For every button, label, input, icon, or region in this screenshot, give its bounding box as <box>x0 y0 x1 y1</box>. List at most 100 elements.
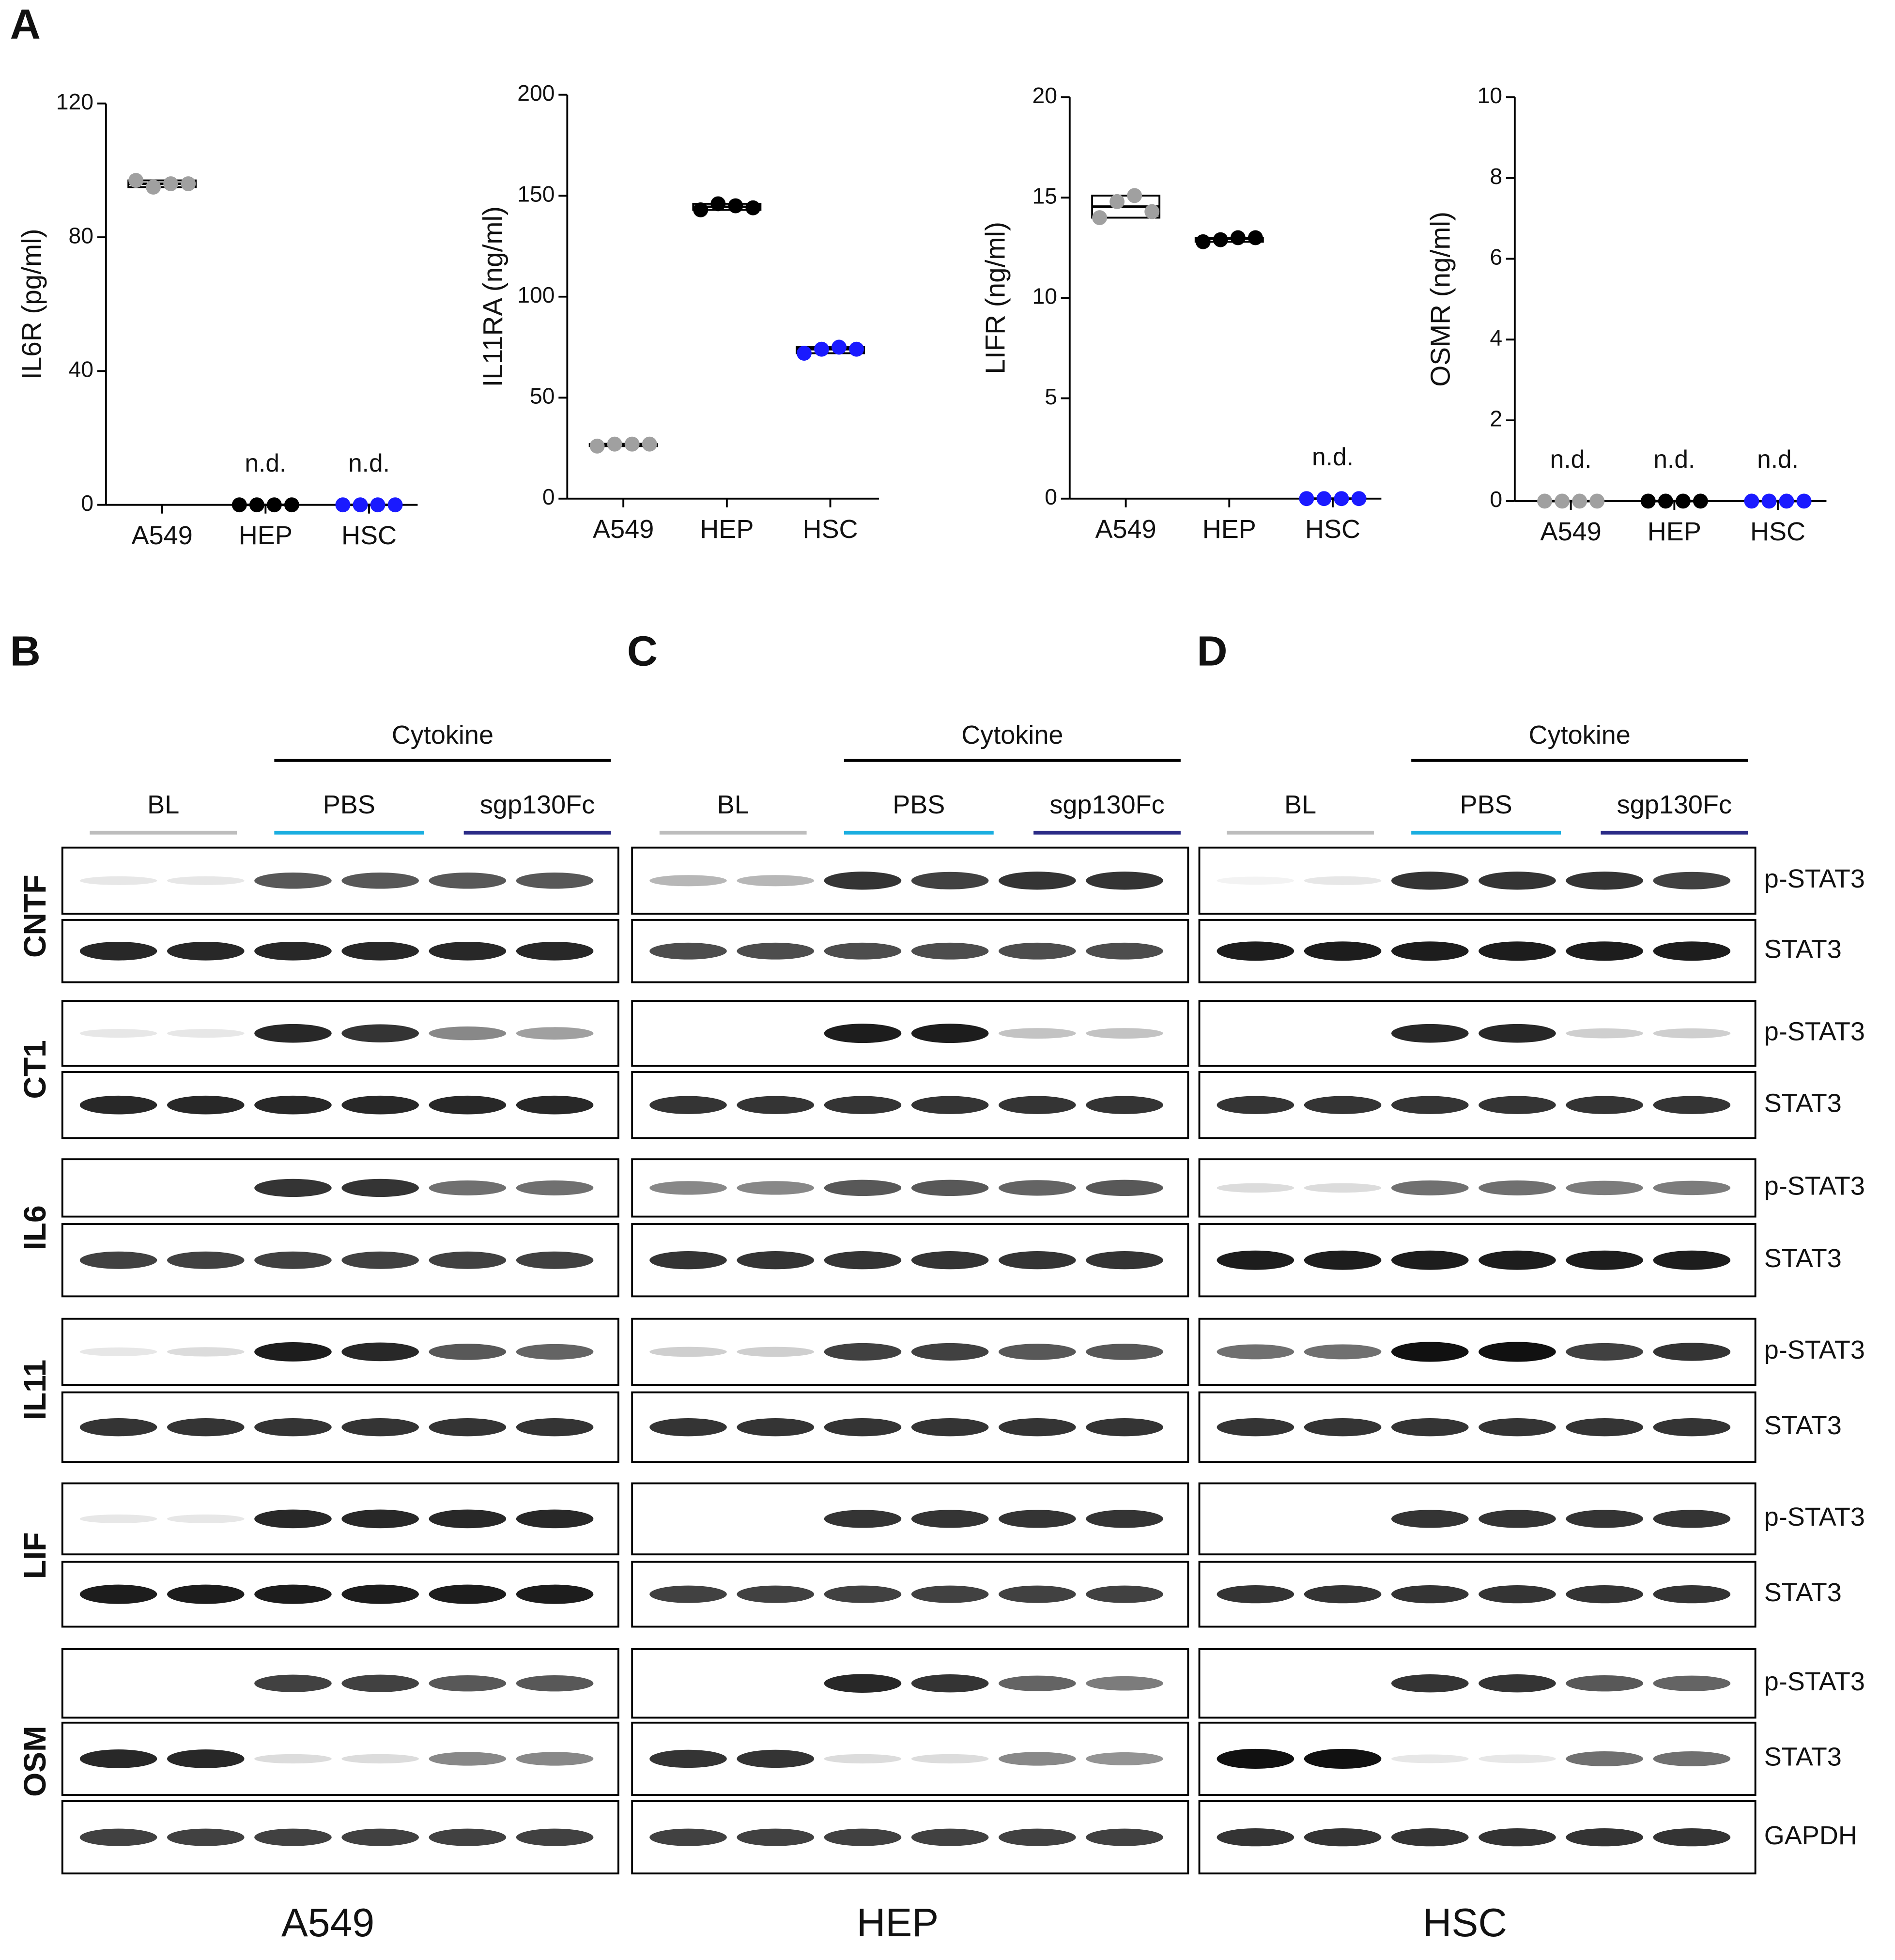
dot <box>1537 493 1553 509</box>
y-tick-label: 4 <box>1490 325 1502 351</box>
group-label: sgp130Fc <box>1049 790 1164 819</box>
row-label: p-STAT3 <box>1764 1017 1865 1046</box>
band <box>911 1418 989 1437</box>
band <box>999 1510 1076 1528</box>
group-label: BL <box>717 790 749 819</box>
band <box>341 1754 419 1764</box>
band <box>341 1828 419 1846</box>
x-tick-label: A549 <box>1095 515 1156 544</box>
band <box>911 1828 989 1846</box>
band <box>1086 1585 1163 1603</box>
header: Cytokine <box>392 720 493 750</box>
dot <box>387 497 403 513</box>
band <box>1391 1180 1469 1195</box>
band <box>1653 1751 1731 1766</box>
band <box>649 942 727 960</box>
band <box>1217 941 1294 961</box>
dot <box>832 339 847 355</box>
band <box>429 1095 507 1115</box>
y-tick-label: 0 <box>1045 484 1057 509</box>
band <box>516 1180 594 1195</box>
band <box>167 1749 245 1768</box>
row-label: p-STAT3 <box>1764 1502 1865 1531</box>
row-label: p-STAT3 <box>1764 1667 1865 1696</box>
band <box>1086 1096 1163 1114</box>
band <box>1479 1674 1556 1693</box>
y-tick-label: 10 <box>1478 83 1503 108</box>
band <box>824 1418 902 1437</box>
band <box>1086 1251 1163 1270</box>
band <box>516 1509 594 1529</box>
dot <box>693 202 709 217</box>
row-label: STAT3 <box>1764 1578 1842 1607</box>
band <box>911 1754 989 1764</box>
dot <box>163 176 179 191</box>
dot <box>249 497 264 513</box>
band <box>1391 1674 1469 1693</box>
dot <box>128 173 144 188</box>
blot-frame <box>61 1317 619 1386</box>
band <box>1217 1418 1294 1437</box>
band <box>1217 876 1294 885</box>
band <box>1479 1180 1556 1195</box>
band <box>254 1095 332 1115</box>
dot <box>710 196 726 212</box>
band <box>737 1181 815 1195</box>
band <box>79 941 157 961</box>
band <box>1653 1510 1731 1528</box>
dot <box>589 438 605 454</box>
band <box>516 1675 594 1692</box>
band <box>429 873 507 889</box>
dot <box>849 341 864 357</box>
x-tick-label: HEP <box>239 521 293 550</box>
band <box>1304 1418 1382 1437</box>
dot <box>335 497 351 513</box>
band <box>1566 1096 1643 1114</box>
row-label: STAT3 <box>1764 1088 1842 1118</box>
group-label: PBS <box>893 790 945 819</box>
row-label: p-STAT3 <box>1764 1172 1865 1201</box>
band <box>1566 1418 1643 1437</box>
dot <box>624 436 640 452</box>
row-label: p-STAT3 <box>1764 1335 1865 1364</box>
band <box>1304 1096 1382 1114</box>
band <box>1086 942 1163 960</box>
annotation: n.d. <box>348 449 390 477</box>
band <box>1391 1585 1469 1604</box>
x-tick-label: HSC <box>802 515 858 544</box>
dot <box>728 198 743 214</box>
band <box>254 1509 332 1529</box>
band <box>429 1418 507 1437</box>
panel-letter: D <box>1197 628 1227 675</box>
y-tick-label: 120 <box>56 89 93 114</box>
band <box>1479 872 1556 890</box>
band <box>167 1584 245 1604</box>
y-tick-label: 20 <box>1032 83 1058 108</box>
x-tick-label: HSC <box>341 521 397 550</box>
band <box>1479 1585 1556 1604</box>
band <box>1479 1250 1556 1270</box>
band <box>1653 1585 1731 1604</box>
band <box>167 1347 245 1357</box>
band <box>649 1096 727 1114</box>
dot <box>1761 493 1777 509</box>
dot <box>1744 493 1759 509</box>
dot <box>1334 491 1349 506</box>
panel-letter: A <box>10 0 41 48</box>
band <box>649 1347 727 1357</box>
band <box>1479 1342 1556 1362</box>
band <box>341 1584 419 1604</box>
dot <box>1675 493 1691 509</box>
band <box>999 1585 1076 1603</box>
band <box>1391 1096 1469 1114</box>
cell-line-label: A549 <box>281 1900 374 1945</box>
dot <box>284 497 299 513</box>
band <box>1653 1180 1731 1195</box>
y-tick-label: 40 <box>69 357 94 382</box>
band <box>737 1828 815 1846</box>
band <box>649 1418 727 1437</box>
band <box>1479 1418 1556 1437</box>
band <box>254 1828 332 1846</box>
band <box>1566 1510 1643 1528</box>
